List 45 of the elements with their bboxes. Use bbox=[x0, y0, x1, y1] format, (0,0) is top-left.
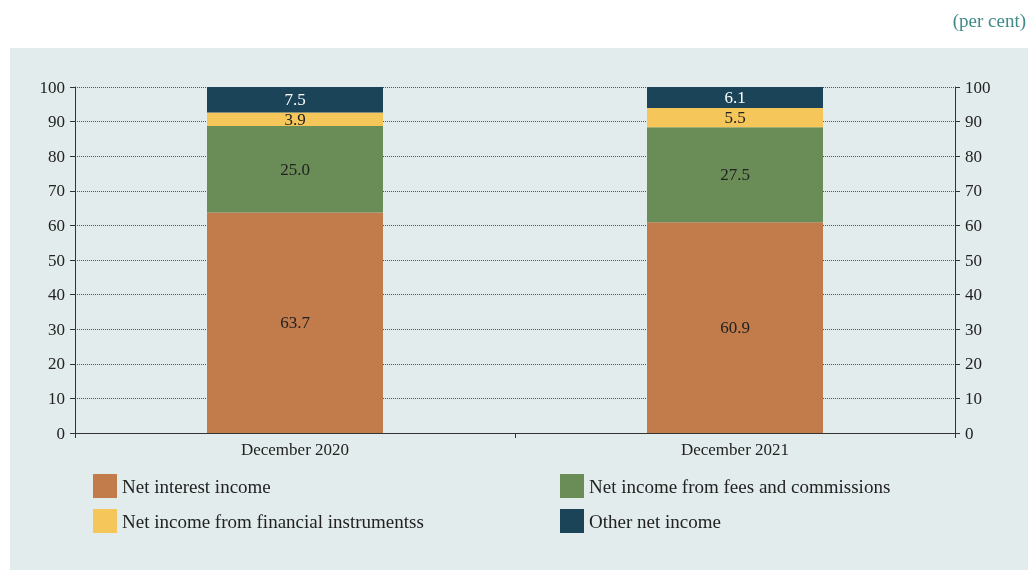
data-label: 60.9 bbox=[720, 318, 750, 338]
bar bbox=[207, 87, 383, 113]
y-tick-label: 40 bbox=[48, 285, 65, 305]
y-tick-label: 60 bbox=[48, 215, 65, 235]
y2-tick-label: 20 bbox=[965, 354, 982, 374]
x-tick-label: December 2021 bbox=[680, 440, 790, 459]
y2-tick-label: 80 bbox=[965, 146, 982, 166]
legend-label: Net income from fees and commissions bbox=[589, 475, 891, 497]
y-tick-label: 80 bbox=[48, 146, 65, 166]
y-tick-label: 50 bbox=[48, 250, 65, 270]
y2-tick-label: 90 bbox=[965, 112, 982, 132]
data-label: 7.5 bbox=[284, 90, 306, 110]
x-tick-label: December 2020 bbox=[240, 440, 350, 459]
data-label: 6.1 bbox=[724, 88, 746, 108]
y-tick-label: 10 bbox=[48, 388, 65, 408]
y2-tick-label: 0 bbox=[965, 423, 974, 443]
y-tick-label: 90 bbox=[48, 112, 65, 132]
data-label: 63.7 bbox=[280, 313, 311, 333]
data-label: 5.5 bbox=[724, 108, 746, 128]
legend-label: Other net income bbox=[589, 510, 721, 532]
data-label: 27.5 bbox=[720, 165, 750, 185]
bar bbox=[207, 126, 383, 213]
bar bbox=[207, 112, 383, 127]
legend-label: Net income from financial instrumentss bbox=[122, 510, 424, 532]
y2-tick-label: 40 bbox=[965, 285, 982, 305]
y2-tick-label: 30 bbox=[965, 319, 982, 339]
text: (per cent) bbox=[952, 10, 1026, 32]
bar bbox=[207, 212, 383, 433]
data-label: 3.9 bbox=[284, 109, 306, 129]
bar bbox=[647, 127, 823, 223]
legend-label: Net interest income bbox=[122, 475, 271, 497]
y2-tick-label: 100 bbox=[965, 77, 991, 97]
y-tick-label: 70 bbox=[48, 181, 65, 201]
y2-tick-label: 50 bbox=[965, 250, 982, 270]
bar bbox=[647, 87, 823, 109]
y-tick-label: 20 bbox=[48, 354, 65, 374]
y-tick-label: 30 bbox=[48, 319, 65, 339]
y-tick-label: 100 bbox=[39, 77, 65, 97]
bar bbox=[647, 108, 823, 128]
data-label: 25.0 bbox=[280, 159, 310, 179]
y2-tick-label: 60 bbox=[965, 215, 982, 235]
bar bbox=[647, 222, 823, 433]
y2-tick-label: 10 bbox=[965, 388, 982, 408]
y2-tick-label: 70 bbox=[965, 181, 982, 201]
y-tick-label: 0 bbox=[56, 423, 65, 443]
